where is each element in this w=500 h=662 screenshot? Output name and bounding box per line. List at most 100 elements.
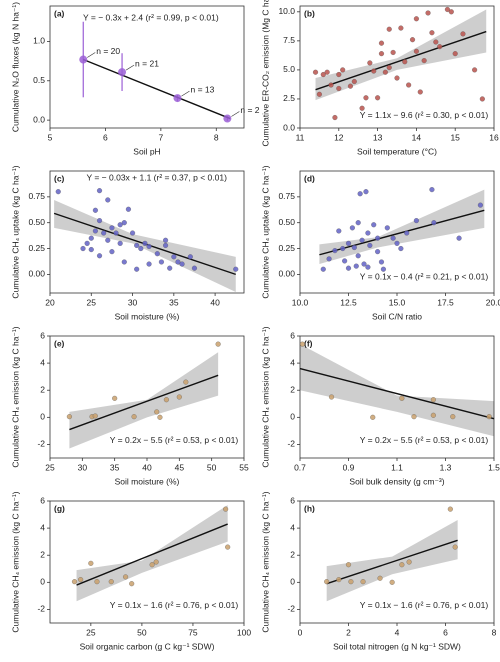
data-point [447,506,453,512]
confidence-band [319,189,485,265]
data-point [312,69,319,75]
data-point [153,559,159,565]
data-point [117,222,123,228]
data-point [472,67,478,73]
fit-annotation: Y = − 0.03x + 1.1 (r² = 0.37, p < 0.01) [86,173,227,183]
point-label: n = 20 [96,46,120,56]
data-point [421,58,427,64]
data-point [417,89,423,95]
data-point [142,240,148,246]
x-axis-label: Soil pH [133,146,160,156]
data-point [105,237,111,243]
plot-frame [49,5,245,129]
x-tick-label: 14 [412,132,422,142]
x-tick-label: 6 [103,132,108,142]
data-point [340,67,346,73]
data-point [389,579,395,585]
data-point [154,409,160,415]
data-point [55,189,61,195]
data-point [134,266,140,272]
data-point [123,574,129,580]
x-tick-label: 0 [298,627,303,637]
x-tick-label: 10.0 [292,297,309,307]
data-point [365,264,371,270]
data-point [118,68,127,77]
fit-line [76,523,228,586]
data-point [398,245,404,252]
y-tick-label: 0.75 [278,191,295,201]
data-point [176,394,182,400]
x-tick-label: 45 [175,462,185,472]
x-tick-label: 0.9 [343,462,355,472]
data-point [109,249,115,255]
x-tick-label: 15.0 [389,297,406,307]
data-point [157,414,163,420]
x-tick-label: 25 [86,627,96,637]
data-point [357,191,363,197]
data-point [399,395,405,401]
data-point [367,60,373,66]
data-point [328,82,334,88]
fit-line [299,367,495,420]
data-point [386,65,392,71]
confidence-band [300,344,494,437]
data-point [163,237,169,243]
y-tick-label: 0.25 [278,243,295,253]
x-tick-label: 50 [207,462,217,472]
data-point [413,218,419,224]
x-tick-label: 30 [128,297,138,307]
data-point [328,394,335,400]
data-point [351,78,357,85]
data-point [336,228,342,234]
label-leader [125,64,135,71]
x-tick-label: 16 [489,132,499,142]
x-tick-label: 15 [450,132,460,142]
data-point [92,413,98,419]
data-point [437,44,443,50]
x-tick-label: 13 [373,132,383,142]
x-axis-label: Soil organic carbon (g C kg⁻¹ SDW) [80,641,215,651]
x-tick-label: 100 [237,627,251,637]
data-point [409,37,416,43]
x-tick-label: 40 [142,462,152,472]
y-axis-label: Cumulative CH₄ emission (kg C ha⁻¹) [260,326,270,467]
x-tick-label: 55 [239,462,249,472]
data-point [433,39,439,45]
data-point [390,235,396,241]
y-tick-label: 0 [40,577,45,587]
fit-line [326,539,458,585]
data-point [171,254,177,260]
y-tick-label: 2 [40,549,45,559]
data-point [66,414,72,420]
data-point [101,230,107,236]
data-point [96,253,103,259]
data-point [299,341,305,347]
data-point [324,69,330,75]
data-point [394,75,400,81]
data-point [430,412,436,418]
data-point [94,579,100,585]
data-point [348,579,354,585]
x-axis-label: Soil total nitrogen (g N kg⁻¹ SDW) [333,641,461,651]
data-point [191,265,198,271]
fit-line [69,374,219,431]
data-point [370,414,376,420]
data-point [187,254,193,260]
data-point [332,248,338,254]
x-tick-label: 35 [110,462,120,472]
data-point [382,69,388,75]
data-point [378,40,385,46]
data-point [429,187,435,193]
point-label: n = 21 [135,58,159,68]
x-tick-label: 35 [169,297,179,307]
data-point [71,579,78,585]
x-tick-label: 40 [210,297,220,307]
y-tick-label: 0 [40,412,45,422]
data-point [340,245,346,252]
data-point [363,189,369,195]
data-point [233,266,239,272]
data-point [378,259,385,265]
data-point [324,579,330,585]
data-point [154,251,160,257]
data-point [149,562,155,568]
